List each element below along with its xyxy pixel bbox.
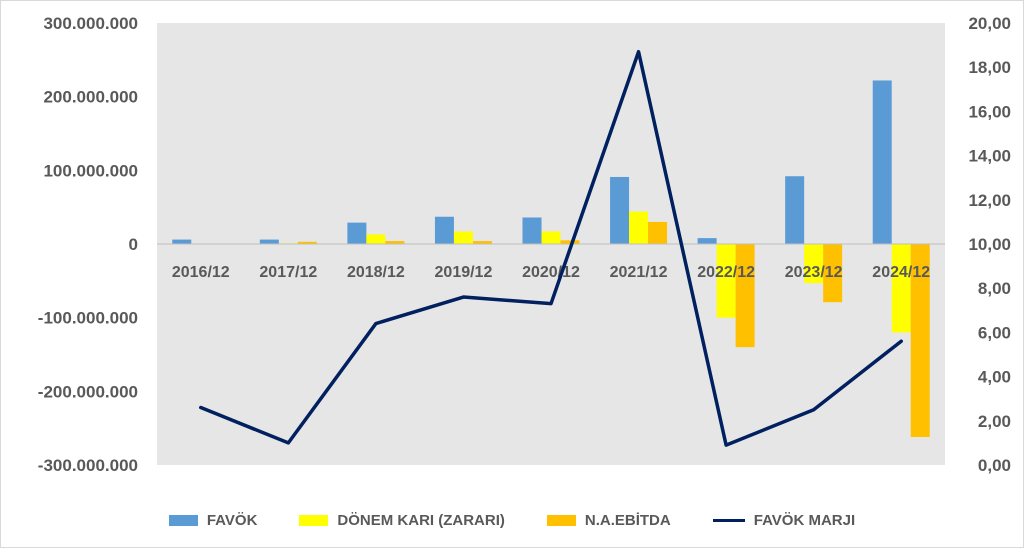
legend-item-favok: FAVÖK (168, 511, 258, 529)
category-label: 2020/12 (522, 264, 580, 281)
legend-swatch-favok (168, 514, 198, 526)
bar-d-nem-kari-zarari--2018-12 (366, 234, 386, 244)
bar-n-a-ebi-tda-2017-12 (297, 241, 317, 244)
left-axis-tick-label: 300.000.000 (43, 14, 138, 33)
right-axis-tick-label: 20,00 (968, 14, 1011, 33)
bar-n-a-ebi-tda-2022-12 (735, 244, 755, 348)
bar-n-a-ebi-tda-2024-12 (910, 244, 930, 438)
chart-svg: 2016/12 2017/12 2018/12 2019/12 2020/12 2021/… (38, 14, 1011, 475)
right-axis-tick-label: 10,00 (968, 235, 1011, 254)
category-label: 2021/12 (610, 264, 668, 281)
bar-fav-k-2023-12 (785, 176, 805, 244)
bar-fav-k-2019-12 (434, 216, 454, 244)
left-axis-tick-label: -200.000.000 (38, 382, 138, 401)
bar-d-nem-kari-zarari--2019-12 (453, 231, 473, 244)
left-axis-tick-labels: 300.000.000 200.000.000 100.000.000 0 -100.0… (38, 14, 138, 475)
bar-d-nem-kari-zarari--2020-12 (541, 231, 561, 244)
left-axis-tick-label: 200.000.000 (43, 88, 138, 107)
bar-n-a-ebi-tda-2020-12 (560, 240, 580, 244)
legend-swatch-donem-kari (299, 514, 329, 526)
left-axis-tick-label: -300.000.000 (38, 456, 138, 475)
bar-fav-k-2017-12 (259, 239, 279, 244)
category-label: 2023/12 (785, 264, 843, 281)
right-axis-tick-label: 18,00 (968, 58, 1011, 77)
bar-fav-k-2018-12 (347, 222, 367, 244)
right-axis-tick-label: 4,00 (978, 368, 1011, 387)
bar-n-a-ebi-tda-2019-12 (472, 241, 492, 244)
legend-label-favok-marji: FAVÖK MARJI (753, 511, 856, 529)
category-label: 2022/12 (697, 264, 755, 281)
left-axis-tick-label: 0 (129, 235, 138, 254)
bar-d-nem-kari-zarari--2021-12 (629, 211, 649, 244)
bar-fav-k-2022-12 (697, 238, 717, 244)
legend-label-favok: FAVÖK (206, 511, 258, 529)
right-axis-tick-label: 0,00 (978, 456, 1011, 475)
right-axis-tick-label: 12,00 (968, 191, 1011, 210)
line-layer (199, 49, 903, 447)
legend-label-na-ebitda: N.A.EBİTDA (584, 511, 671, 529)
legend-line-favok-marji (712, 518, 745, 522)
bar-fav-k-2024-12 (872, 80, 892, 245)
legend-item-donem-kari: DÖNEM KARI (ZARARI) (299, 511, 505, 529)
bar-n-a-ebi-tda-2023-12 (823, 244, 843, 303)
right-axis-tick-label: 16,00 (968, 102, 1011, 121)
category-label: 2019/12 (435, 264, 493, 281)
category-label: 2018/12 (347, 264, 405, 281)
bar-d-nem-kari-zarari--2022-12 (716, 244, 736, 318)
legend-item-favok-marji: FAVÖK MARJI (712, 511, 856, 529)
category-label: 2017/12 (259, 264, 317, 281)
right-axis-tick-label: 14,00 (968, 147, 1011, 166)
category-label: 2016/12 (172, 264, 230, 281)
left-axis-tick-label: -100.000.000 (38, 309, 138, 328)
bar-fav-k-2016-12 (172, 239, 192, 244)
bar-d-nem-kari-zarari--2024-12 (891, 244, 911, 333)
legend-label-donem-kari: DÖNEM KARI (ZARARI) (337, 511, 505, 529)
bar-n-a-ebi-tda-2018-12 (385, 241, 405, 244)
right-axis-tick-labels: 20,00 18,00 16,00 14,00 12,00 10,00 8,00 6,00 4,… (968, 14, 1011, 475)
category-label: 2024/12 (872, 264, 930, 281)
left-axis-tick-label: 100.000.000 (43, 161, 138, 180)
category-labels: 2016/12 2017/12 2018/12 2019/12 2020/12 2021/… (172, 264, 930, 281)
right-axis-tick-label: 2,00 (978, 412, 1011, 431)
bar-d-nem-kari-zarari--2023-12 (804, 244, 824, 284)
bar-fav-k-2021-12 (610, 176, 630, 244)
legend-item-na-ebitda: N.A.EBİTDA (546, 511, 671, 529)
right-axis-tick-label: 6,00 (978, 323, 1011, 342)
legend: FAVÖK DÖNEM KARI (ZARARI) N.A.EBİTDA FAV… (0, 507, 1024, 533)
bar-fav-k-2020-12 (522, 217, 542, 244)
bars-layer (172, 80, 930, 438)
bar-n-a-ebi-tda-2021-12 (648, 221, 668, 244)
right-axis-tick-label: 8,00 (978, 279, 1011, 298)
legend-swatch-na-ebitda (546, 514, 576, 526)
